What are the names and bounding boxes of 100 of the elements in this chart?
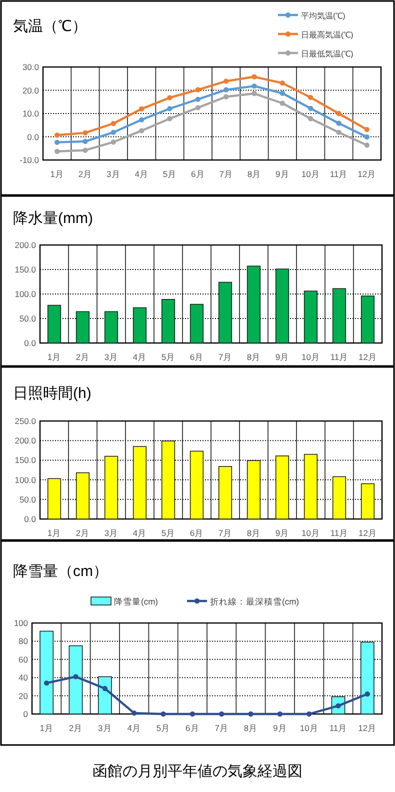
point — [306, 711, 312, 717]
point — [336, 130, 342, 135]
bar — [190, 450, 204, 520]
bar — [246, 460, 261, 520]
point — [280, 90, 286, 96]
legend-label: 日最高気温(℃) — [301, 30, 354, 40]
bar — [161, 298, 176, 344]
y-tick-label: 50.0 — [19, 494, 36, 504]
point — [160, 711, 166, 717]
bar — [218, 466, 232, 520]
point — [364, 691, 370, 697]
point — [248, 711, 254, 717]
point — [138, 106, 144, 112]
x-tick-label: 8月 — [246, 352, 261, 362]
point — [110, 120, 116, 126]
bar — [98, 676, 112, 714]
bar — [104, 456, 118, 520]
point — [223, 78, 229, 84]
x-tick-label: 12月 — [358, 723, 377, 733]
x-tick-label: 1月 — [47, 352, 62, 362]
point — [195, 105, 201, 110]
y-tick-label: 80 — [18, 636, 28, 646]
point — [73, 674, 78, 680]
x-tick-label: 11月 — [330, 352, 348, 362]
x-tick-label: 3月 — [104, 352, 118, 362]
x-tick-label: 2月 — [68, 723, 83, 733]
point — [82, 130, 88, 136]
y-tick-label: 60 — [18, 654, 28, 664]
bar — [132, 446, 147, 520]
x-tick-label: 6月 — [190, 528, 204, 538]
x-tick-label: 9月 — [275, 528, 290, 538]
x-tick-label: 2月 — [76, 528, 90, 538]
point — [252, 83, 257, 89]
x-tick-label: 4月 — [134, 169, 148, 179]
point — [252, 90, 257, 96]
x-tick-label: 4月 — [132, 352, 147, 362]
bar — [190, 304, 204, 344]
bar — [275, 268, 290, 344]
x-tick-label: 6月 — [190, 352, 204, 362]
bar — [40, 630, 54, 714]
x-tick-label: 4月 — [127, 723, 141, 733]
x-tick-label: 5月 — [156, 723, 170, 733]
y-tick-label: 100.0 — [14, 289, 36, 299]
point — [190, 711, 196, 717]
point — [364, 126, 370, 132]
x-tick-label: 1月 — [47, 528, 62, 538]
point — [277, 711, 283, 717]
x-tick-label: 9月 — [275, 352, 290, 362]
point — [308, 94, 314, 100]
y-tick-label: 0 — [23, 709, 28, 719]
bar — [360, 642, 374, 714]
point — [336, 110, 342, 116]
legend-label: 折れ線：最深積雪(cm) — [210, 596, 300, 606]
legend-label: 降雪量(cm) — [114, 596, 158, 606]
point — [364, 142, 370, 148]
x-tick-label: 5月 — [161, 528, 176, 538]
y-tick-label: 0.0 — [24, 338, 36, 348]
x-tick-label: 12月 — [358, 169, 376, 179]
y-tick-label: -10.0 — [20, 155, 40, 165]
legend-label: 日最低気温(℃) — [301, 50, 354, 58]
x-tick-label: 4月 — [132, 528, 147, 538]
x-tick-label: 10月 — [300, 723, 318, 733]
x-tick-label: 5月 — [162, 169, 177, 179]
point — [308, 116, 314, 122]
point — [110, 140, 116, 145]
bar — [104, 311, 118, 344]
y-tick-label: 50.0 — [19, 314, 36, 324]
x-tick-label: 11月 — [330, 528, 348, 538]
x-tick-label: 12月 — [358, 528, 377, 538]
bar — [304, 290, 318, 344]
y-tick-label: 150.0 — [14, 455, 36, 466]
x-tick-label: 3月 — [106, 169, 120, 179]
x-tick-label: 7月 — [218, 528, 232, 538]
point — [336, 120, 342, 126]
bar — [76, 472, 90, 520]
bar — [360, 296, 375, 344]
point — [195, 96, 201, 102]
x-tick-label: 6月 — [186, 723, 200, 733]
x-tick-label: 1月 — [40, 723, 54, 733]
bar — [218, 282, 232, 344]
y-tick-label: 250.0 — [14, 416, 36, 426]
bar — [47, 478, 62, 520]
bar — [360, 483, 375, 520]
y-tick-label: 0.0 — [27, 132, 40, 142]
bar — [246, 266, 261, 344]
bar — [132, 307, 147, 344]
x-tick-label: 11月 — [330, 169, 348, 179]
point — [195, 87, 201, 92]
x-tick-label: 5月 — [161, 352, 176, 362]
bar — [332, 476, 346, 520]
point — [138, 128, 144, 134]
point — [280, 80, 286, 86]
point — [54, 148, 60, 154]
point — [223, 87, 229, 92]
point — [223, 94, 229, 100]
y-tick-label: 40 — [18, 672, 28, 683]
point — [54, 132, 60, 138]
chart-title: 日照時間(h) — [13, 385, 92, 402]
text: 函館の月別平年値の気象経過図 — [92, 763, 302, 780]
x-tick-label: 9月 — [273, 723, 287, 733]
